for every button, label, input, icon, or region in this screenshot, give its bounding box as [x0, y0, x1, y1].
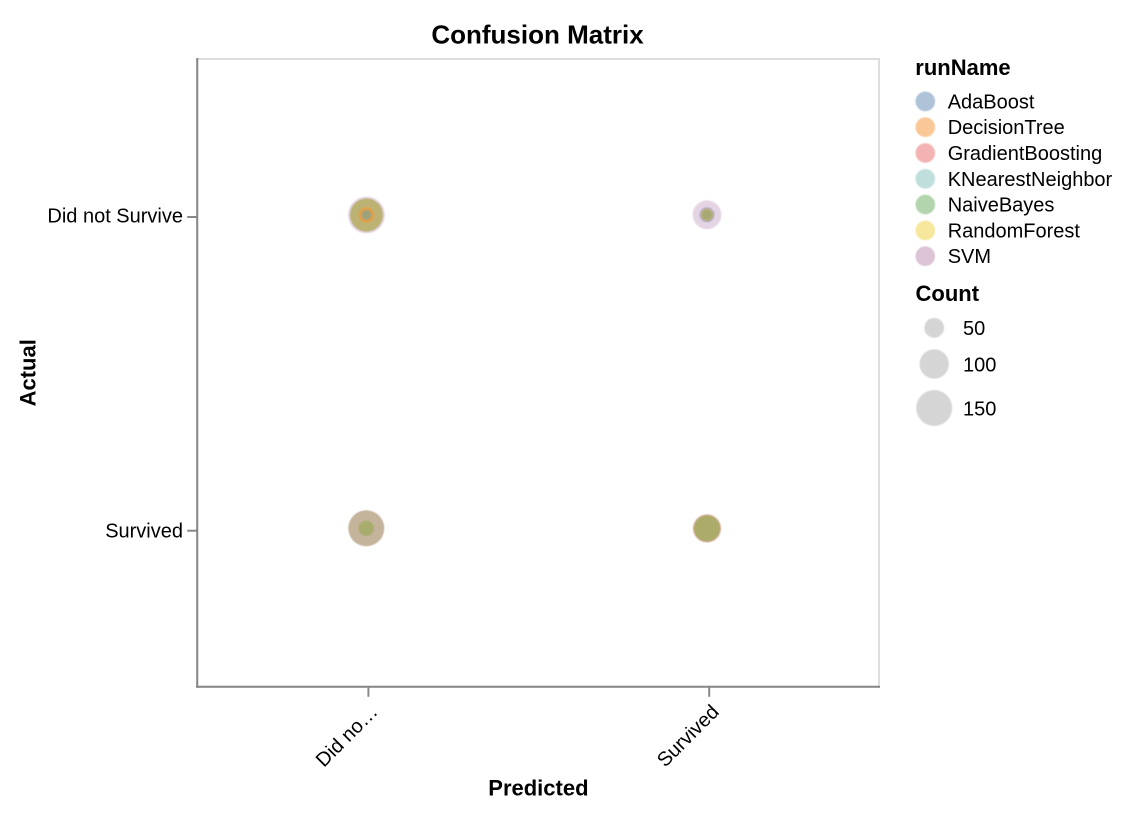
svg-text:DecisionTree: DecisionTree	[948, 117, 1065, 139]
svg-text:NaiveBayes: NaiveBayes	[948, 195, 1055, 217]
svg-text:AdaBoost: AdaBoost	[948, 91, 1035, 113]
svg-text:50: 50	[963, 318, 985, 340]
svg-text:Did not Survive: Did not Survive	[47, 205, 183, 227]
svg-text:KNearestNeighbor: KNearestNeighbor	[948, 169, 1113, 191]
svg-text:100: 100	[963, 354, 996, 376]
svg-text:Confusion Matrix: Confusion Matrix	[431, 20, 644, 50]
svg-text:runName: runName	[915, 55, 1010, 80]
svg-text:Count: Count	[916, 281, 980, 306]
svg-text:Actual: Actual	[16, 339, 41, 406]
svg-text:Survived: Survived	[105, 520, 183, 542]
svg-text:Predicted: Predicted	[488, 776, 588, 801]
svg-text:SVM: SVM	[948, 246, 991, 268]
svg-text:RandomForest: RandomForest	[948, 220, 1081, 242]
svg-text:GradientBoosting: GradientBoosting	[948, 143, 1103, 165]
svg-text:150: 150	[963, 398, 996, 420]
